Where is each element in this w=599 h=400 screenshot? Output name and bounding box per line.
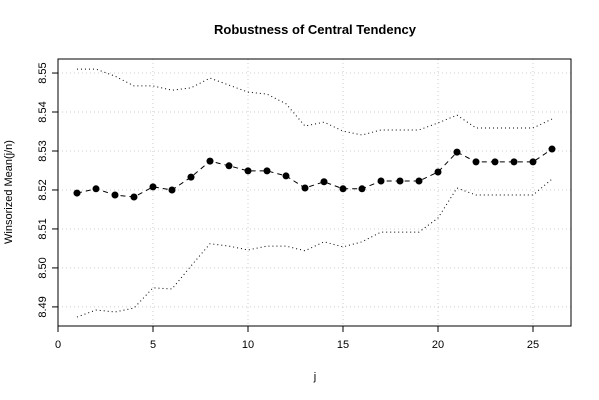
data-point — [434, 168, 442, 176]
series-line — [77, 68, 553, 136]
data-point — [168, 186, 176, 194]
plot-frame — [57, 58, 572, 327]
data-point — [472, 158, 480, 166]
data-point — [415, 177, 423, 185]
y-tick-label: 8.50 — [37, 257, 49, 278]
data-point — [301, 184, 309, 192]
x-tick-label: 5 — [150, 339, 156, 351]
x-tick-label: 0 — [55, 339, 61, 351]
y-tick-label: 8.54 — [37, 101, 49, 122]
data-point — [282, 172, 290, 180]
y-tick-label: 8.53 — [37, 140, 49, 161]
data-point — [187, 173, 195, 181]
x-tick-label: 10 — [242, 339, 254, 351]
data-point — [396, 177, 404, 185]
data-point — [130, 193, 138, 201]
data-point — [206, 157, 214, 165]
y-tick-label: 8.55 — [37, 62, 49, 83]
data-point — [510, 158, 518, 166]
data-point — [111, 191, 119, 199]
data-point — [339, 185, 347, 193]
y-tick-label: 8.51 — [37, 218, 49, 239]
y-axis-label: Winsorized Mean(j/n) — [3, 140, 15, 244]
data-point — [453, 148, 461, 156]
chart-title: Robustness of Central Tendency — [214, 22, 417, 37]
data-point — [263, 167, 271, 175]
data-point — [548, 145, 556, 153]
data-point — [92, 185, 100, 193]
data-point — [225, 162, 233, 170]
data-point — [73, 189, 81, 197]
data-point — [320, 178, 328, 186]
data-point — [244, 167, 252, 175]
x-tick-label: 20 — [432, 339, 444, 351]
series-line — [76, 178, 553, 318]
data-point — [149, 183, 157, 191]
y-tick-label: 8.52 — [37, 179, 49, 200]
data-point — [491, 158, 499, 166]
x-axis-label: j — [313, 371, 316, 383]
x-tick-label: 25 — [527, 339, 539, 351]
y-tick-label: 8.49 — [37, 296, 49, 317]
data-point — [529, 158, 537, 166]
data-point — [358, 185, 366, 193]
data-point — [377, 177, 385, 185]
x-tick-label: 15 — [337, 339, 349, 351]
